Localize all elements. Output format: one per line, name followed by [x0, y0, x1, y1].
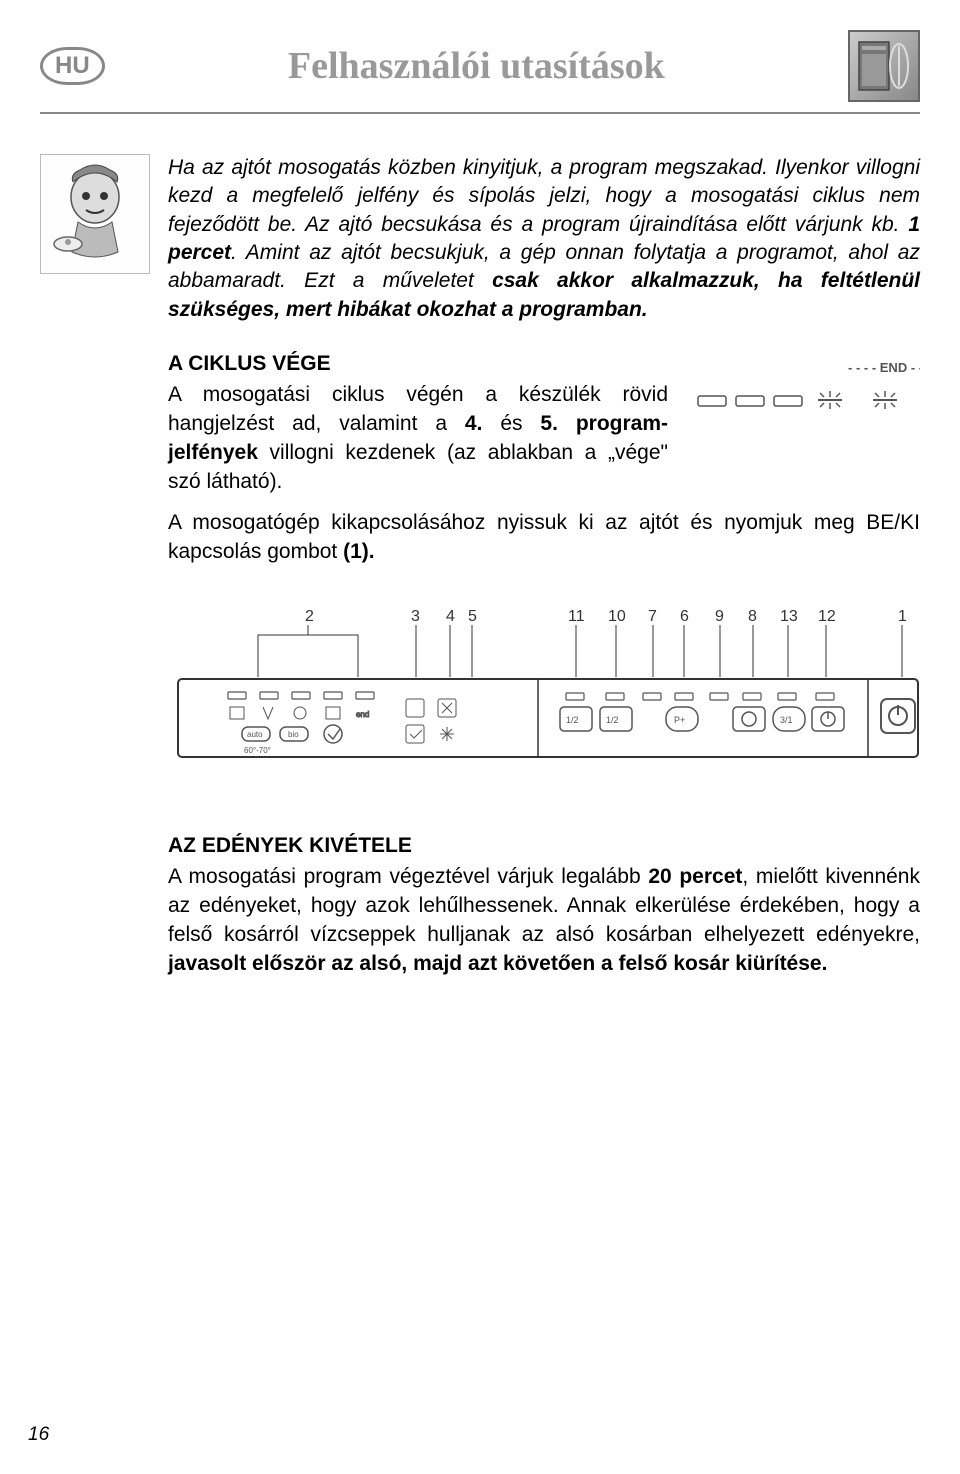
svg-text:11: 11	[568, 608, 585, 625]
cycle-end-body: A mosogatási ciklus végén a készülék röv…	[168, 383, 668, 493]
character-icon	[40, 154, 150, 274]
dish-removal-section: AZ EDÉNYEK KIVÉTELE A mosogatási program…	[40, 832, 920, 979]
svg-text:1/2: 1/2	[566, 715, 579, 725]
dishwasher-icon	[848, 30, 920, 102]
svg-text:60°-70°: 60°-70°	[244, 746, 271, 755]
page-title: Felhasználói utasítások	[105, 44, 848, 88]
cycle-end-heading: A CIKLUS VÉGE	[168, 350, 668, 379]
svg-text:9: 9	[715, 608, 724, 625]
page-header: HU Felhasználói utasítások	[40, 30, 920, 114]
removal-heading: AZ EDÉNYEK KIVÉTELE	[168, 832, 920, 861]
svg-text:1: 1	[898, 608, 907, 625]
control-panel-diagram: 2 3 4 5 11 10 7 6 9 8 13 12 1	[168, 607, 920, 782]
removal-body: A mosogatási program végeztével várjuk l…	[168, 865, 920, 975]
svg-text:4: 4	[446, 608, 455, 625]
svg-text:3/1: 3/1	[780, 715, 793, 725]
svg-text:P+: P+	[674, 715, 685, 725]
svg-text:1/2: 1/2	[606, 715, 619, 725]
svg-text:end: end	[356, 710, 369, 719]
page-number: 16	[28, 1424, 49, 1446]
svg-text:3: 3	[411, 608, 420, 625]
svg-text:10: 10	[608, 608, 626, 625]
svg-text:- - - - END - - - -: - - - - END - - - -	[848, 360, 920, 375]
svg-text:13: 13	[780, 608, 798, 625]
svg-text:12: 12	[818, 608, 836, 625]
end-indicator-diagram: - - - - END - - - -	[690, 350, 920, 433]
language-badge: HU	[40, 47, 105, 85]
svg-text:bio: bio	[288, 730, 299, 739]
cycle-end-section: A CIKLUS VÉGE A mosogatási ciklus végén …	[40, 350, 920, 497]
svg-text:auto: auto	[247, 730, 263, 739]
svg-text:7: 7	[648, 608, 657, 625]
warning-text: Ha az ajtót mosogatás közben kinyitjuk, …	[168, 154, 920, 324]
svg-text:5: 5	[468, 608, 477, 625]
svg-text:8: 8	[748, 608, 757, 625]
svg-text:6: 6	[680, 608, 689, 625]
warning-callout: Ha az ajtót mosogatás közben kinyitjuk, …	[40, 154, 920, 324]
cycle-end-followup: A mosogatógép kikapcsolásához nyissuk ki…	[40, 509, 920, 567]
svg-text:2: 2	[305, 608, 314, 625]
